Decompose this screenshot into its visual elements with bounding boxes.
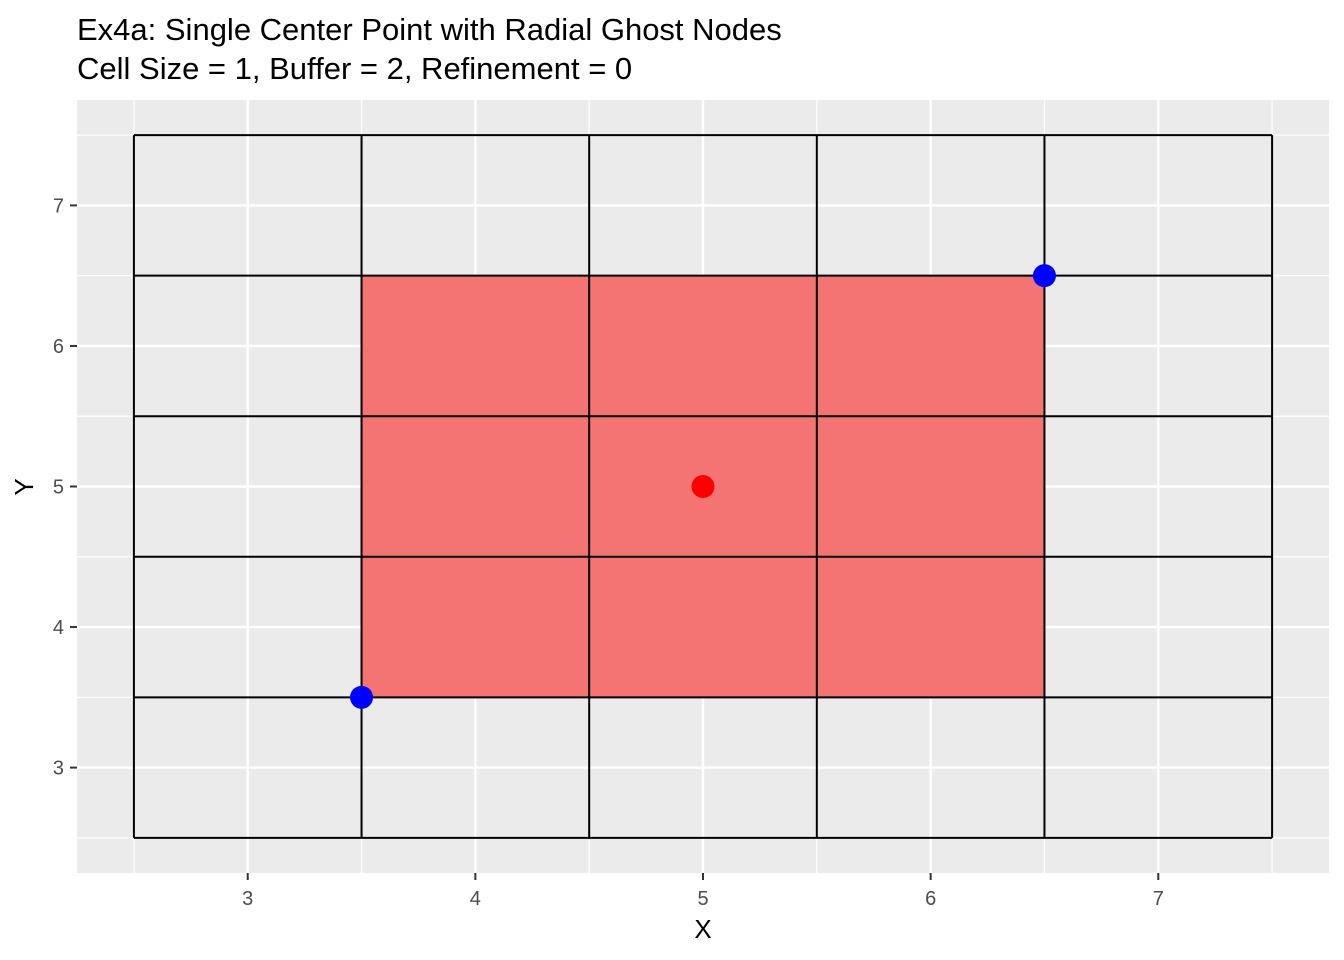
y-tick-label: 4 [53, 617, 64, 639]
chart-title: Ex4a: Single Center Point with Radial Gh… [77, 12, 782, 47]
y-axis-title: Y [9, 478, 39, 495]
data-point [350, 685, 374, 709]
y-tick-label: 7 [53, 195, 64, 217]
data-point [1032, 264, 1056, 288]
points-layer [350, 264, 1056, 709]
x-tick-label: 5 [697, 888, 708, 910]
y-tick-label: 3 [53, 758, 64, 780]
x-tick-label: 4 [470, 888, 481, 910]
data-point [691, 475, 715, 498]
y-tick-label: 5 [53, 477, 64, 499]
y-tick-label: 6 [53, 336, 64, 358]
x-tick-label: 6 [925, 888, 936, 910]
x-axis-title: X [694, 914, 711, 944]
chart-subtitle: Cell Size = 1, Buffer = 2, Refinement = … [77, 51, 632, 86]
x-tick-label: 7 [1153, 888, 1164, 910]
x-tick-label: 3 [242, 888, 253, 910]
cell-grid [132, 134, 1274, 839]
axes: 3 4 5 6 7 3 4 5 6 7 [53, 195, 1164, 910]
